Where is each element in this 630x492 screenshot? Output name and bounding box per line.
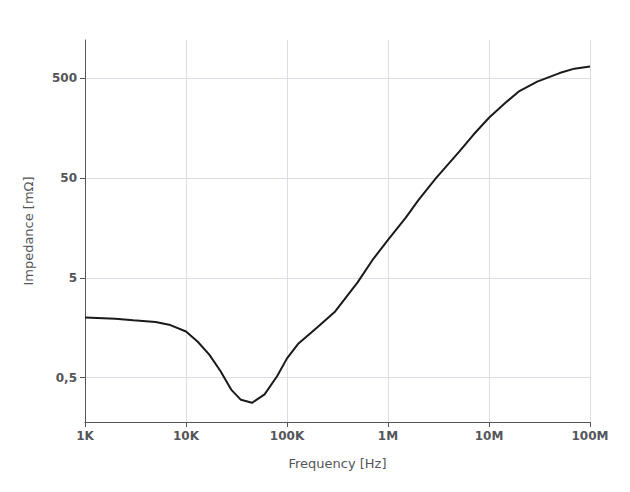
svg-text:0,5: 0,5 xyxy=(56,371,77,385)
svg-text:Frequency [Hz]: Frequency [Hz] xyxy=(288,456,386,471)
svg-text:50: 50 xyxy=(60,171,77,185)
svg-text:Impedance [mΩ]: Impedance [mΩ] xyxy=(21,176,36,285)
svg-text:5: 5 xyxy=(69,271,77,285)
svg-text:100M: 100M xyxy=(572,429,609,443)
svg-text:100K: 100K xyxy=(270,429,305,443)
svg-text:1M: 1M xyxy=(378,429,398,443)
svg-text:10M: 10M xyxy=(475,429,504,443)
svg-text:10K: 10K xyxy=(173,429,200,443)
svg-text:1K: 1K xyxy=(76,429,94,443)
svg-text:500: 500 xyxy=(52,71,77,85)
